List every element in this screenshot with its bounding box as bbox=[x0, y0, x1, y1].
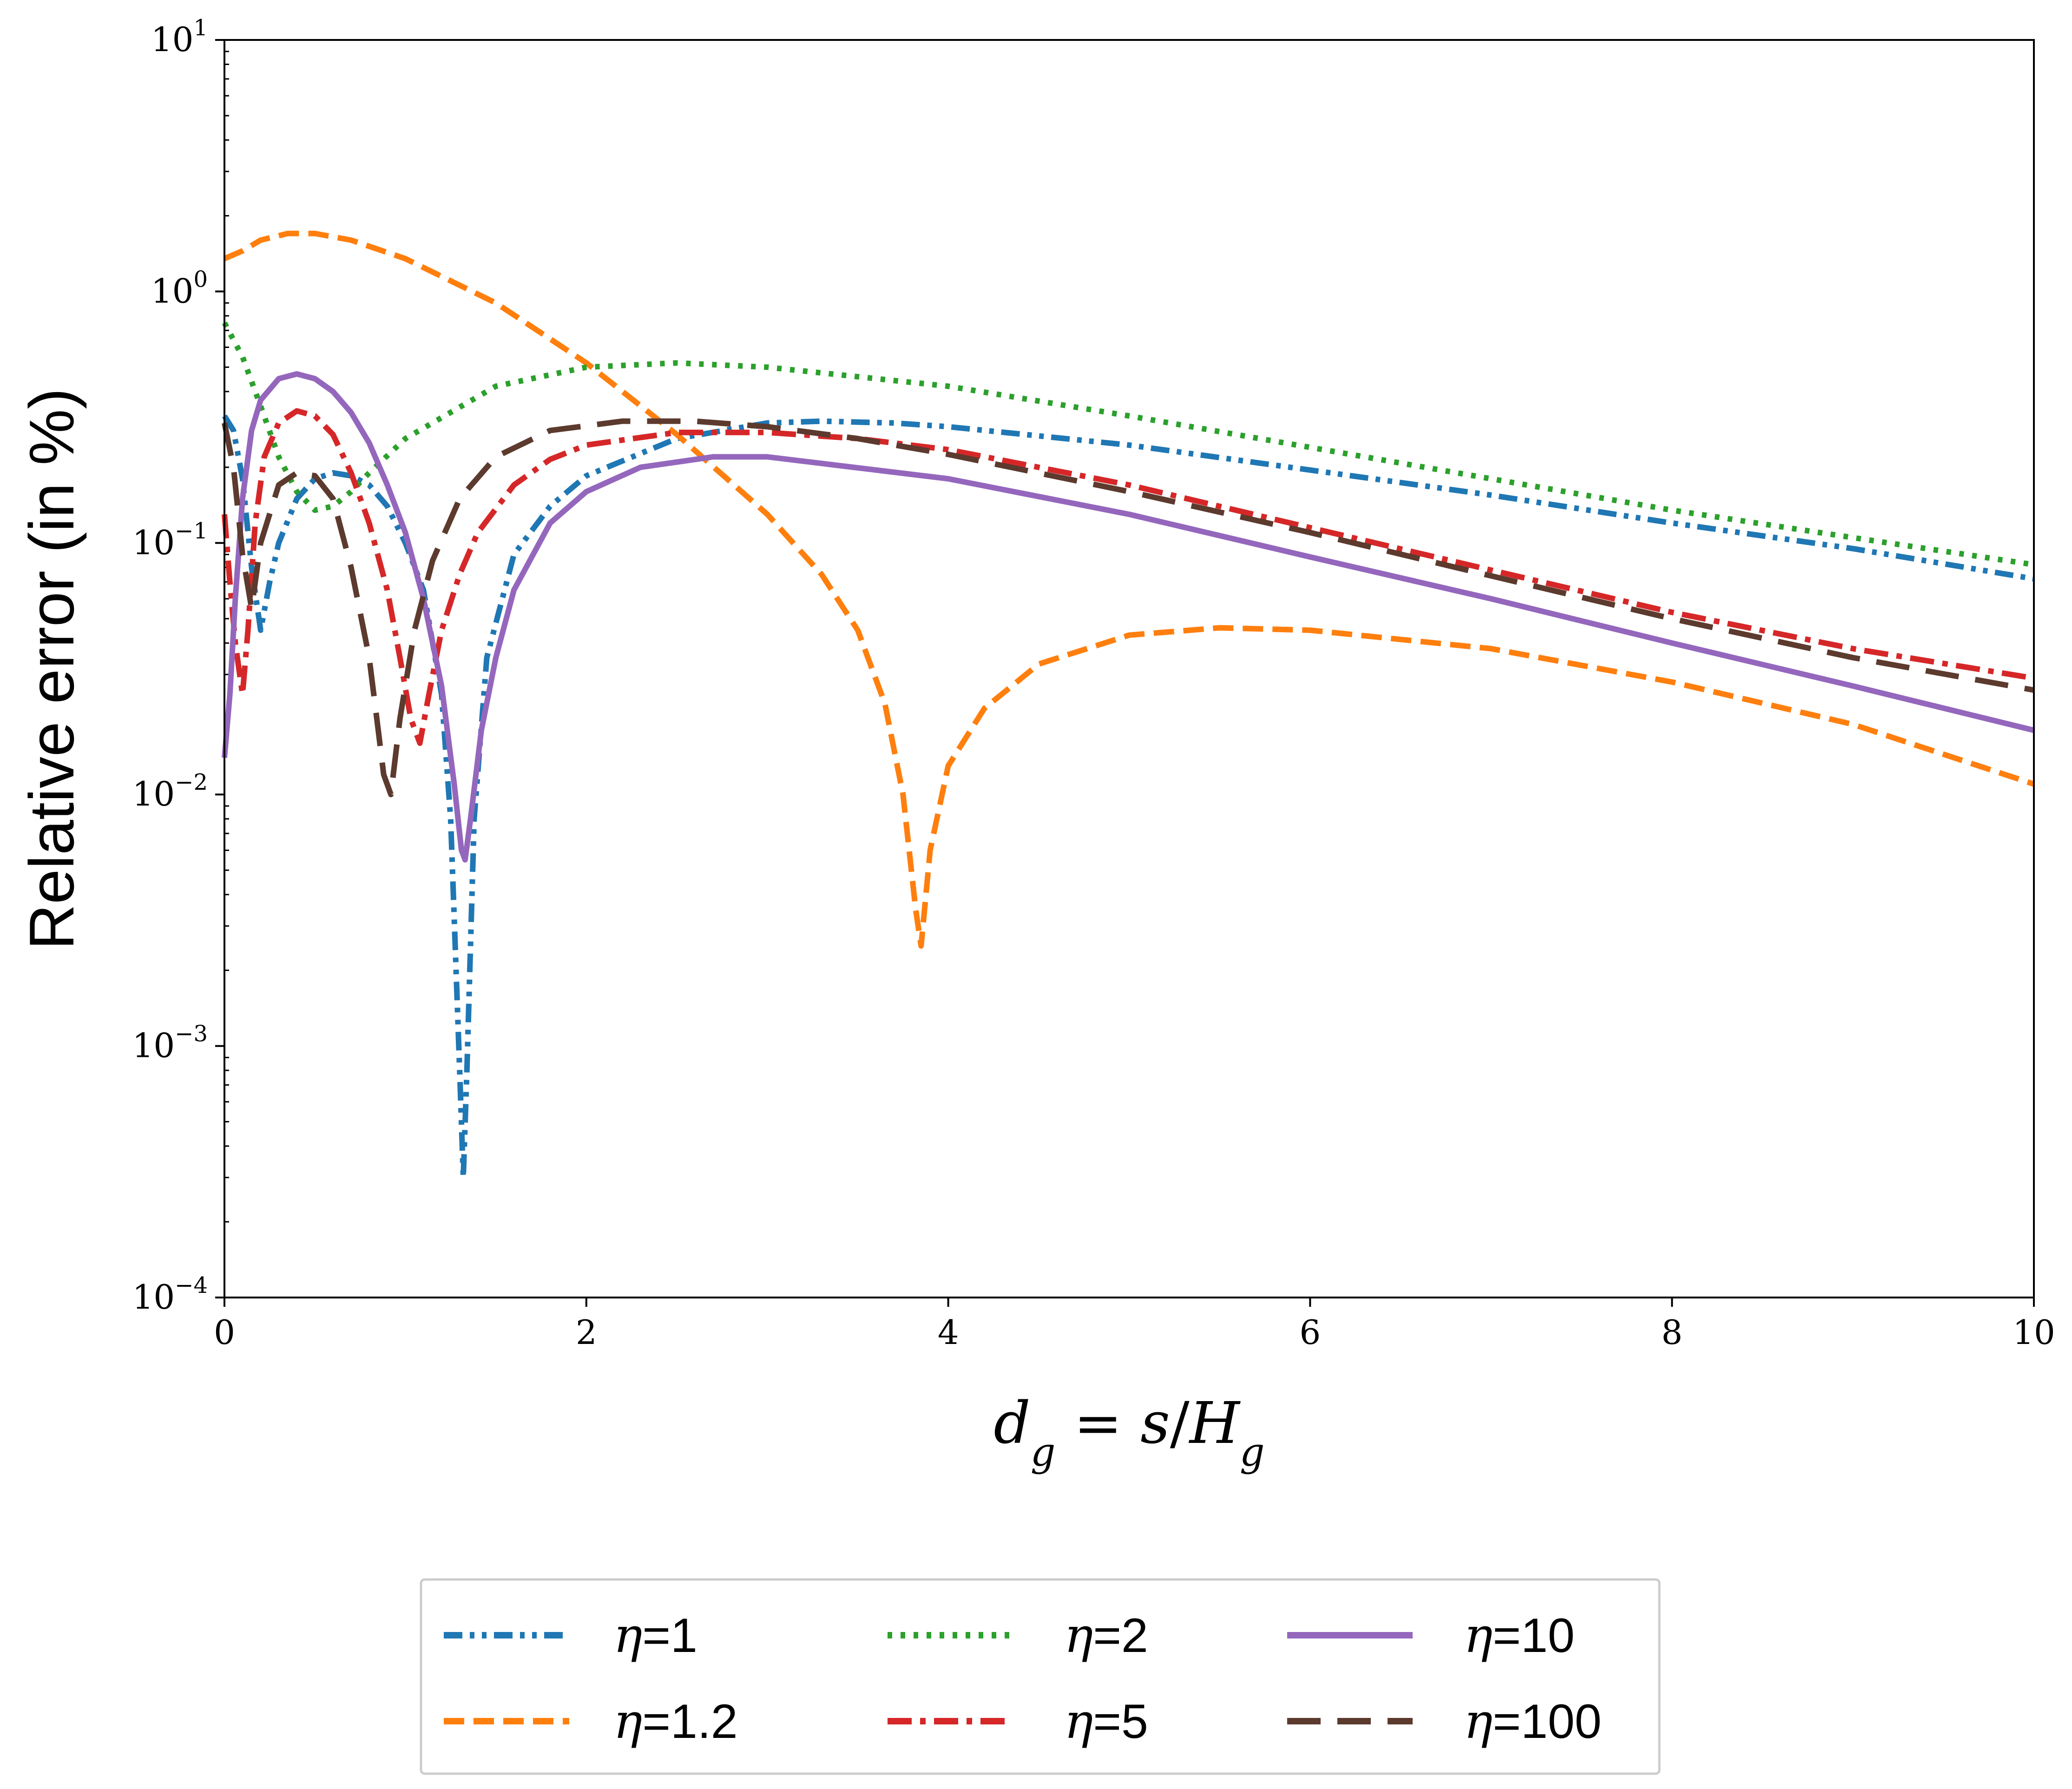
series-line-6 bbox=[222, 418, 2035, 798]
legend-label-4: η=5 bbox=[1064, 1693, 1148, 1750]
x-tick-label: 8 bbox=[1661, 1313, 1683, 1352]
series-line-5 bbox=[222, 371, 2035, 863]
legend-label-3: η=2 bbox=[1064, 1607, 1148, 1664]
x-tick-label: 10 bbox=[2013, 1313, 2055, 1352]
x-tick-label: 2 bbox=[576, 1313, 597, 1352]
legend-label-6: η=100 bbox=[1464, 1693, 1602, 1750]
legend-frame bbox=[420, 1578, 1661, 1775]
y-tick-label: 10−4 bbox=[132, 1272, 208, 1317]
legend-items: η=1 η=1.2 η=2 η=5 η=10 η=100 bbox=[444, 1607, 1602, 1750]
x-tick-label: 6 bbox=[1299, 1313, 1321, 1352]
plot-frame bbox=[224, 39, 2035, 1298]
x-axis: 0 2 4 6 8 10 bbox=[214, 1298, 2055, 1352]
legend-label-5: η=10 bbox=[1464, 1607, 1575, 1664]
x-tick-label: 0 bbox=[214, 1313, 235, 1352]
legend: η=1 η=1.2 η=2 η=5 η=10 η=100 bbox=[420, 1578, 1661, 1775]
x-axis-label: dg = s/Hg bbox=[993, 1390, 1264, 1475]
y-tick-label: 10−2 bbox=[132, 769, 208, 813]
series-layer bbox=[222, 230, 2035, 1180]
y-tick-label: 101 bbox=[151, 15, 208, 59]
series-line-2 bbox=[223, 230, 2035, 949]
legend-label-1: η=1 bbox=[613, 1607, 697, 1664]
y-tick-label: 10−3 bbox=[132, 1021, 208, 1065]
y-axis-label: Relative error (in %) bbox=[16, 388, 87, 950]
series-line-4 bbox=[222, 408, 2034, 746]
legend-label-2: η=1.2 bbox=[613, 1693, 738, 1750]
series-line-1 bbox=[222, 414, 2034, 1180]
series-line-3 bbox=[222, 321, 2034, 568]
y-tick-label: 10−1 bbox=[132, 518, 208, 562]
x-tick-label: 4 bbox=[938, 1313, 959, 1352]
y-axis: 10−4 10−3 10−2 10−1 100 101 bbox=[132, 15, 224, 1317]
y-tick-label: 100 bbox=[151, 266, 208, 310]
